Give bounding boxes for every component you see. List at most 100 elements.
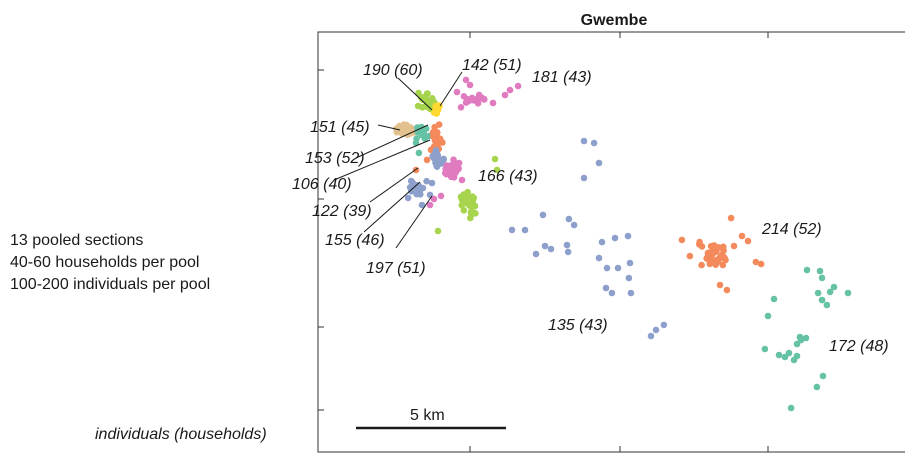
pool-label-155: 155 (46) — [325, 232, 385, 249]
household-points — [393, 76, 852, 412]
household-point — [462, 76, 470, 84]
household-point — [413, 190, 420, 198]
legend-note: individuals (households) — [95, 426, 267, 443]
household-point — [418, 104, 426, 111]
household-point — [471, 202, 479, 210]
household-point — [744, 237, 752, 245]
household-point — [818, 274, 826, 282]
household-point — [624, 232, 632, 240]
household-point — [647, 332, 655, 340]
household-point — [446, 169, 454, 176]
household-point — [501, 91, 509, 99]
household-point — [396, 125, 403, 132]
map-title: Gwembe — [580, 12, 648, 29]
household-point — [707, 250, 714, 258]
household-point — [608, 289, 616, 297]
household-point — [775, 351, 783, 359]
household-point — [443, 162, 451, 169]
household-point — [418, 95, 426, 102]
leader-lines — [333, 71, 463, 249]
household-point — [707, 242, 715, 250]
household-point — [580, 137, 588, 145]
household-point — [818, 296, 826, 304]
household-point — [602, 284, 610, 292]
household-point — [595, 159, 603, 167]
household-point — [580, 174, 588, 182]
pool-label-153: 153 (52) — [305, 150, 365, 167]
summary-line-households: 40-60 households per pool — [10, 254, 200, 271]
household-point — [424, 90, 431, 97]
pool-label-172: 172 (48) — [829, 338, 889, 355]
household-point — [489, 99, 497, 107]
household-point — [770, 295, 778, 303]
summary-line-individuals: 100-200 individuals per pool — [10, 276, 211, 293]
household-point — [713, 248, 720, 255]
household-point — [625, 274, 633, 282]
household-point — [830, 283, 838, 291]
household-point — [455, 159, 463, 167]
household-point — [785, 349, 793, 357]
household-point — [412, 139, 420, 147]
household-point — [450, 156, 457, 163]
household-point — [813, 383, 821, 391]
household-point — [405, 123, 413, 131]
household-point — [752, 258, 760, 266]
household-point — [844, 289, 852, 297]
pool-label-135: 135 (43) — [548, 317, 608, 334]
household-point — [458, 176, 466, 184]
pool-label-214: 214 (52) — [761, 221, 822, 238]
household-point — [781, 353, 789, 361]
household-point — [547, 245, 555, 253]
household-point — [423, 177, 430, 185]
pool-label-106: 106 (40) — [292, 176, 352, 193]
household-point — [730, 242, 738, 250]
household-point — [565, 215, 573, 223]
household-point — [603, 264, 611, 272]
household-point — [463, 95, 471, 103]
household-point — [457, 104, 465, 111]
household-point — [698, 261, 705, 269]
household-point — [598, 238, 606, 246]
household-point — [468, 209, 476, 216]
household-point — [802, 334, 810, 342]
household-point — [816, 267, 824, 275]
household-point — [595, 254, 603, 262]
household-point — [491, 155, 499, 163]
household-point — [474, 100, 482, 107]
household-point — [719, 261, 727, 269]
household-point — [611, 234, 619, 242]
summary-line-sections: 13 pooled sections — [10, 232, 144, 249]
household-point — [404, 194, 412, 202]
household-point — [819, 372, 827, 380]
household-point — [436, 156, 444, 164]
household-point — [460, 207, 468, 214]
household-point — [435, 121, 443, 128]
household-point — [506, 86, 514, 94]
household-point — [652, 326, 660, 334]
pool-label-181: 181 (43) — [532, 69, 592, 86]
household-point — [590, 139, 598, 147]
household-point — [686, 252, 694, 260]
household-point — [570, 221, 578, 229]
household-point — [521, 226, 529, 234]
household-point — [514, 82, 522, 90]
household-point — [757, 260, 765, 268]
household-point — [803, 266, 811, 274]
household-point — [532, 250, 540, 258]
household-point — [564, 248, 572, 256]
household-point — [430, 195, 438, 203]
household-point — [723, 286, 731, 294]
household-point — [493, 166, 501, 174]
household-point — [823, 301, 831, 309]
household-point — [480, 95, 488, 103]
household-point — [434, 227, 442, 235]
household-point — [455, 165, 463, 172]
household-point — [423, 156, 431, 164]
household-point — [627, 289, 635, 297]
pool-label-151: 151 (45) — [310, 119, 370, 136]
household-point — [468, 196, 476, 204]
household-point — [433, 162, 440, 169]
household-point — [614, 264, 622, 272]
pool-label-122: 122 (39) — [312, 203, 372, 220]
